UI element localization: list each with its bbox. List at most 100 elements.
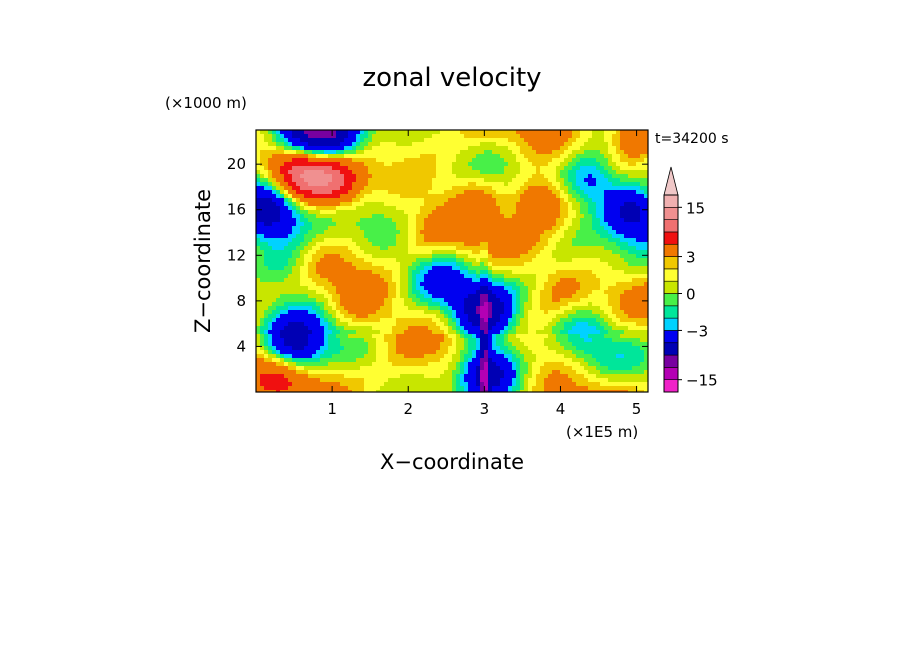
field-cell (508, 294, 513, 299)
field-cell (464, 150, 469, 155)
field-cell (516, 174, 521, 179)
field-cell (256, 278, 261, 283)
field-cell (596, 162, 601, 167)
field-cell (364, 246, 369, 251)
field-cell (292, 238, 297, 243)
field-cell (612, 326, 617, 331)
field-cell (476, 274, 481, 279)
field-cell (492, 154, 497, 159)
field-cell (576, 302, 581, 307)
field-cell (512, 254, 517, 259)
field-cell (596, 154, 601, 159)
field-cell (544, 314, 549, 319)
field-cell (264, 186, 269, 191)
field-cell (320, 202, 325, 207)
field-cell (288, 138, 293, 143)
field-cell (580, 210, 585, 215)
field-cell (368, 242, 373, 247)
field-cell (532, 326, 537, 331)
field-cell (348, 162, 353, 167)
field-cell (568, 330, 573, 335)
field-cell (300, 186, 305, 191)
field-cell (588, 158, 593, 163)
field-cell (296, 314, 301, 319)
field-cell (568, 270, 573, 275)
field-cell (588, 214, 593, 219)
field-cell (612, 282, 617, 287)
field-cell (620, 142, 625, 147)
field-cell (504, 138, 509, 143)
field-cell (584, 190, 589, 195)
field-cell (384, 266, 389, 271)
field-cell (456, 210, 461, 215)
field-cell (336, 310, 341, 315)
field-cell (576, 182, 581, 187)
field-cell (264, 302, 269, 307)
field-cell (604, 190, 609, 195)
field-cell (540, 282, 545, 287)
field-cell (400, 206, 405, 211)
field-cell (576, 274, 581, 279)
field-cell (416, 186, 421, 191)
field-cell (600, 298, 605, 303)
field-cell (488, 206, 493, 211)
field-cell (420, 290, 425, 295)
field-cell (420, 314, 425, 319)
field-cell (336, 270, 341, 275)
field-cell (592, 174, 597, 179)
field-cell (468, 290, 473, 295)
field-cell (388, 182, 393, 187)
field-cell (268, 318, 273, 323)
field-cell (500, 302, 505, 307)
field-cell (392, 134, 397, 139)
field-cell (500, 158, 505, 163)
field-cell (356, 330, 361, 335)
field-cell (280, 242, 285, 247)
field-cell (624, 274, 629, 279)
field-cell (544, 166, 549, 171)
field-cell (332, 214, 337, 219)
field-cell (312, 294, 317, 299)
field-cell (440, 270, 445, 275)
field-cell (612, 254, 617, 259)
field-cell (544, 226, 549, 231)
field-cell (424, 318, 429, 323)
field-cell (376, 210, 381, 215)
field-cell (260, 266, 265, 271)
field-cell (572, 142, 577, 147)
field-cell (416, 262, 421, 267)
field-cell (612, 250, 617, 255)
field-cell (456, 226, 461, 231)
field-cell (536, 218, 541, 223)
field-cell (604, 326, 609, 331)
field-cell (632, 302, 637, 307)
field-cell (624, 314, 629, 319)
field-cell (332, 198, 337, 203)
field-cell (608, 210, 613, 215)
field-cell (376, 254, 381, 259)
field-cell (332, 182, 337, 187)
field-cell (264, 158, 269, 163)
field-cell (608, 270, 613, 275)
field-cell (412, 170, 417, 175)
field-cell (320, 302, 325, 307)
field-cell (636, 150, 641, 155)
field-cell (360, 310, 365, 315)
field-cell (460, 158, 465, 163)
field-cell (604, 298, 609, 303)
field-cell (608, 206, 613, 211)
field-cell (512, 166, 517, 171)
field-cell (388, 158, 393, 163)
field-cell (316, 194, 321, 199)
field-cell (608, 142, 613, 147)
field-cell (276, 322, 281, 327)
field-cell (320, 326, 325, 331)
field-cell (288, 182, 293, 187)
field-cell (260, 238, 265, 243)
field-cell (492, 162, 497, 167)
field-cell (428, 198, 433, 203)
field-cell (576, 270, 581, 275)
field-cell (352, 166, 357, 171)
field-cell (320, 234, 325, 239)
field-cell (436, 150, 441, 155)
